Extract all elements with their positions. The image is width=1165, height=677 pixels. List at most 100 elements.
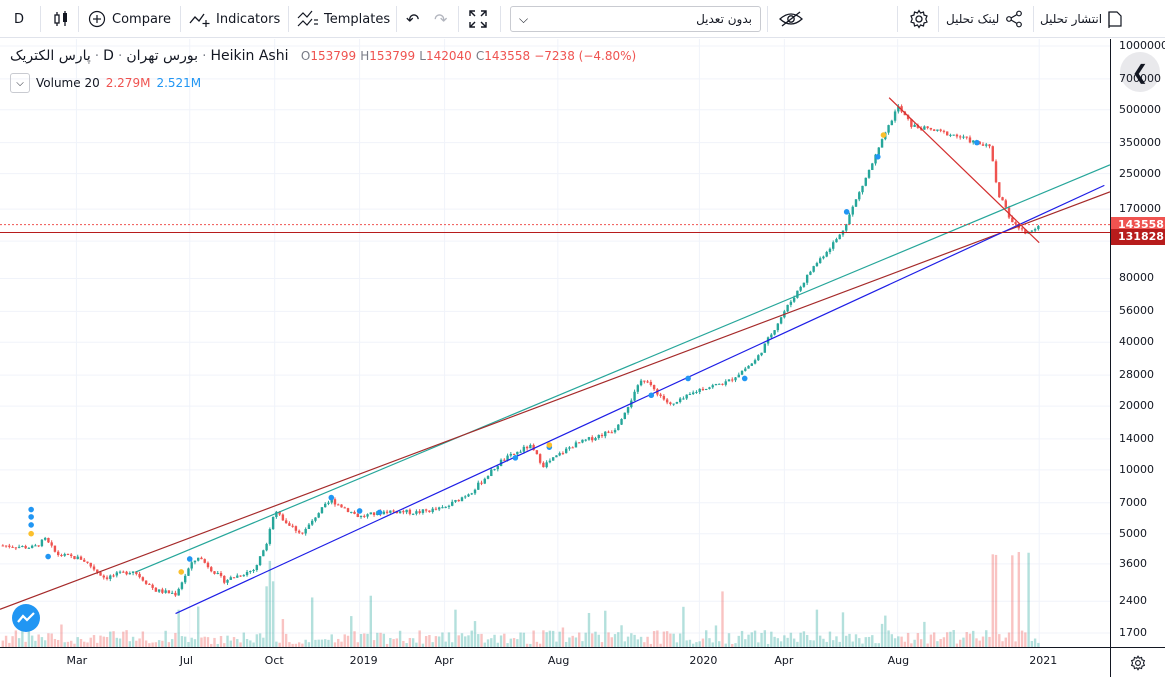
volume-bar xyxy=(310,597,314,647)
trend-line-red[interactable] xyxy=(888,97,1040,244)
candle-body xyxy=(314,517,317,521)
price-tick-label: 5000 xyxy=(1119,526,1147,540)
signal-dot xyxy=(28,514,34,520)
candle-body xyxy=(532,444,535,451)
eye-off-icon xyxy=(779,11,803,27)
price-axis[interactable]: 1000000700000500000350000250000170000120… xyxy=(1110,39,1165,647)
candle-body xyxy=(812,266,815,272)
volume-bar xyxy=(578,632,581,647)
candle-body xyxy=(271,517,275,530)
candle-body xyxy=(773,330,776,335)
symbol-legend: پارس الکتریک · D · بورس تهران · Heikin A… xyxy=(10,48,637,64)
hide-button[interactable] xyxy=(778,0,804,38)
volume-bar xyxy=(985,630,988,647)
candle-body xyxy=(167,590,171,594)
candle-body xyxy=(372,512,376,515)
volume-bar xyxy=(678,633,682,647)
candle-body xyxy=(424,509,428,511)
redo-icon: ↷ xyxy=(434,9,448,29)
candle-body xyxy=(851,206,854,215)
price-tick-label: 20000 xyxy=(1119,399,1154,413)
volume-bar xyxy=(451,642,454,647)
volume-bar xyxy=(467,635,470,647)
candle-body xyxy=(310,520,314,525)
candle-body xyxy=(965,136,968,138)
volume-bar xyxy=(418,630,421,647)
volume-bar xyxy=(538,643,542,647)
volume-bar xyxy=(24,641,27,647)
chart-pane[interactable] xyxy=(0,39,1110,647)
publish-button[interactable]: انتشار تحلیل xyxy=(1040,0,1123,38)
interval-button[interactable]: D xyxy=(14,0,24,38)
trend-line-green[interactable] xyxy=(135,164,1110,573)
chart-style-button[interactable] xyxy=(52,0,70,38)
time-tick-label: Jul xyxy=(179,654,193,667)
indicators-button[interactable]: Indicators xyxy=(189,0,280,38)
analysis-link-button[interactable]: لینک تحلیل xyxy=(946,0,1023,38)
templates-button[interactable]: Templates xyxy=(297,0,390,38)
candle-body xyxy=(131,571,135,573)
candle-body xyxy=(37,545,40,547)
volume-bar xyxy=(291,643,294,647)
undo-button[interactable]: ↶ xyxy=(406,0,419,38)
candle-body xyxy=(890,120,894,126)
time-axis[interactable]: Mar Jul Oct 2019 Apr Aug 2020 Apr Aug 2021 xyxy=(0,647,1110,677)
volume-bar xyxy=(34,640,37,647)
toolbar-divider xyxy=(767,6,768,32)
volume-bar xyxy=(164,630,167,647)
toolbar-divider xyxy=(458,6,459,32)
volume-bar xyxy=(906,632,910,647)
volume-bar xyxy=(617,632,620,647)
volume-bar xyxy=(919,639,923,647)
candle-body xyxy=(431,508,434,513)
candle-body xyxy=(607,431,610,433)
adjustment-select[interactable]: ⌵ بدون تعدیل xyxy=(510,6,761,32)
candle-body xyxy=(734,377,737,381)
volume-bar xyxy=(170,639,174,647)
candle-body xyxy=(141,577,145,581)
volume-bar xyxy=(968,633,972,647)
volume-bar xyxy=(255,634,259,647)
trend-line-darkred[interactable] xyxy=(0,191,1110,610)
volume-bar xyxy=(226,635,229,647)
candle-body xyxy=(262,550,265,557)
volume-bar xyxy=(229,640,232,647)
candle-body xyxy=(83,559,86,562)
volume-bar xyxy=(210,643,213,647)
toolbar-divider xyxy=(396,6,397,32)
volume-bar xyxy=(952,630,955,647)
volume-bar xyxy=(499,635,503,647)
settings-button[interactable] xyxy=(909,0,929,38)
low-value: 142040 xyxy=(425,49,472,63)
volume-bar xyxy=(402,640,405,647)
adjustment-select-value: بدون تعدیل xyxy=(696,12,752,26)
volume-bar xyxy=(835,636,838,647)
trend-line-blue[interactable] xyxy=(175,184,1105,615)
volume-bar xyxy=(304,639,307,647)
candle-body xyxy=(353,511,356,514)
price-tick-label: 40000 xyxy=(1119,335,1154,349)
volume-bar xyxy=(955,643,959,647)
volume-bar xyxy=(161,640,164,647)
gear-icon xyxy=(1130,654,1146,671)
compare-button[interactable]: Compare xyxy=(88,0,171,38)
candle-body xyxy=(760,352,763,356)
time-tick-label: Apr xyxy=(434,654,454,667)
volume-bar xyxy=(434,636,438,647)
redo-button[interactable]: ↷ xyxy=(434,0,447,38)
candle-body xyxy=(548,460,552,463)
volume-bar xyxy=(47,633,50,647)
fullscreen-button[interactable] xyxy=(468,0,488,38)
time-tick-label: Aug xyxy=(887,654,910,667)
collapse-panel-button[interactable]: ❮ xyxy=(1120,52,1160,92)
volume-bar xyxy=(187,642,190,647)
volume-bar xyxy=(464,636,467,647)
candle-body xyxy=(317,513,320,518)
candle-body xyxy=(213,571,216,574)
volume-bar xyxy=(376,632,379,647)
candle-body xyxy=(988,144,991,147)
collapse-legend-button[interactable]: ⌵ xyxy=(10,73,30,93)
candle-body xyxy=(913,124,916,127)
axis-settings-button[interactable] xyxy=(1110,647,1165,677)
tradingview-logo[interactable] xyxy=(12,604,40,632)
